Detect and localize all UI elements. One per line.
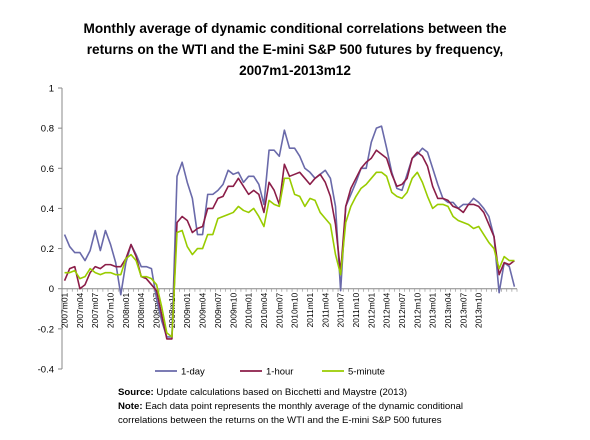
x-tick-label: 2011m10 <box>351 292 361 327</box>
source-text: Update calculations based on Bicchetti a… <box>153 387 408 398</box>
legend-label-5-minute: 5-minute <box>348 367 385 378</box>
x-tick-label: 2009m10 <box>228 292 238 328</box>
x-tick-label: 2010m04 <box>259 292 269 328</box>
x-tick-label: 2012m04 <box>382 292 392 328</box>
x-tick-label: 2007m01 <box>60 292 70 328</box>
y-tick-label: -0.2 <box>38 324 54 335</box>
x-tick-label: 2009m07 <box>213 292 223 328</box>
x-tick-label: 2007m04 <box>75 292 85 328</box>
x-tick-label: 2012m10 <box>412 292 422 328</box>
note-line-2: correlations between the returns on the … <box>118 415 442 426</box>
x-tick-label: 2008m04 <box>136 292 146 328</box>
chart-title: Monthly average of dynamic conditional c… <box>30 18 560 81</box>
x-tick-label: 2013m07 <box>458 292 468 328</box>
x-tick-label: 2010m10 <box>290 292 300 328</box>
chart-axes: -0.4 -0.2 0 0.2 0.4 0.6 0.8 1 2007m01 2007m04 2007… <box>38 84 518 376</box>
x-tick-label: 2011m01 <box>305 292 315 327</box>
legend-label-1-hour: 1-hour <box>266 367 293 378</box>
y-tick-label: 0 <box>49 284 54 295</box>
chart-title-line-3: 2007m1-2013m12 <box>239 63 351 78</box>
x-tick-label: 2008m01 <box>121 292 131 328</box>
y-tick-label: -0.4 <box>38 365 54 376</box>
source-note: Source: Update calculations based on Bic… <box>118 386 588 400</box>
x-tick-label: 2008m07 <box>152 292 162 328</box>
x-tick-label: 2013m10 <box>474 292 484 328</box>
note-text-1: Each data point represents the monthly a… <box>142 401 464 412</box>
x-tick-label: 2008m10 <box>167 292 177 328</box>
x-tick-label: 2010m01 <box>244 292 254 328</box>
chart-title-line-1: Monthly average of dynamic conditional c… <box>83 21 507 36</box>
x-tick-label: 2010m07 <box>274 292 284 328</box>
series-line-1-day <box>63 125 516 338</box>
source-label: Source: <box>118 387 154 398</box>
note-label: Note: <box>118 401 143 412</box>
series-line-5-minute <box>64 171 515 338</box>
x-tick-label: 2007m07 <box>90 292 100 328</box>
y-tick-label: 0.8 <box>41 124 54 135</box>
x-tick-label: 2009m04 <box>198 292 208 328</box>
y-tick-label: 1 <box>49 84 54 95</box>
x-tick-label: 2007m10 <box>106 292 116 328</box>
x-tick-label: 2011m07 <box>336 292 346 327</box>
y-tick-label: 0.2 <box>41 244 54 255</box>
series-layer <box>63 125 516 340</box>
y-tick-label: 0.6 <box>41 164 54 175</box>
y-tick-label: 0.4 <box>41 204 54 215</box>
chart-notes: Source: Update calculations based on Bic… <box>118 386 588 428</box>
x-tick-label: 2013m04 <box>443 292 453 328</box>
chart-title-line-2: returns on the WTI and the E-mini S&P 50… <box>86 42 504 57</box>
x-tick-label: 2011m04 <box>320 292 330 327</box>
x-tick-label: 2009m01 <box>182 292 192 328</box>
x-tick-label: 2012m07 <box>397 292 407 328</box>
x-tick-label: 2012m01 <box>366 292 376 328</box>
legend-label-1-day: 1-day <box>181 367 205 378</box>
x-tick-label: 2013m01 <box>428 292 438 328</box>
legend: 1-day 1-hour 5-minute <box>155 367 385 378</box>
note-line-1: Note: Each data point represents the mon… <box>118 400 588 414</box>
